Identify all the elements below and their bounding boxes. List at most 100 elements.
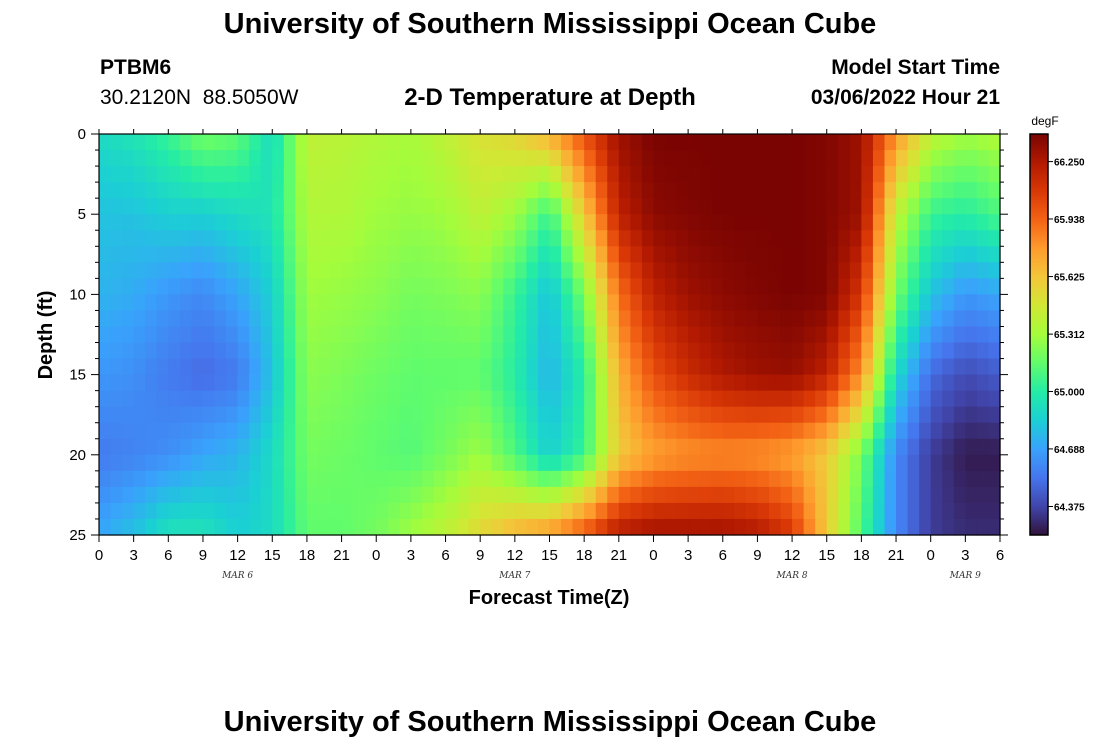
heatmap-cell bbox=[861, 278, 874, 295]
heatmap-cell bbox=[861, 134, 874, 151]
heatmap-cell bbox=[503, 150, 516, 167]
heatmap-cell bbox=[965, 278, 978, 295]
heatmap-cell bbox=[537, 326, 551, 344]
heatmap-cell bbox=[272, 278, 285, 295]
heatmap-cell bbox=[884, 422, 897, 440]
heatmap-cell bbox=[283, 438, 296, 456]
heatmap-cell bbox=[942, 486, 955, 504]
heatmap-cell bbox=[306, 214, 320, 231]
heatmap-cell bbox=[168, 342, 181, 360]
heatmap-cell bbox=[399, 262, 412, 279]
heatmap-cell bbox=[410, 134, 424, 151]
heatmap-cell bbox=[653, 182, 666, 199]
heatmap-cell bbox=[699, 326, 712, 344]
heatmap-cell bbox=[838, 182, 851, 199]
heatmap-cell bbox=[537, 294, 551, 312]
heatmap-cell bbox=[988, 390, 1001, 408]
heatmap-cell bbox=[745, 390, 759, 408]
heatmap-cell bbox=[699, 342, 712, 360]
heatmap-cell bbox=[803, 134, 816, 151]
heatmap-cell bbox=[919, 230, 932, 247]
heatmap-cell bbox=[815, 214, 828, 231]
heatmap-cell bbox=[826, 198, 839, 215]
heatmap-cell bbox=[584, 294, 597, 312]
heatmap-cell bbox=[757, 294, 770, 312]
heatmap-cell bbox=[260, 278, 273, 295]
heatmap-cell bbox=[272, 166, 285, 183]
heatmap-cell bbox=[202, 166, 216, 183]
y-tick-label: 10 bbox=[69, 286, 86, 303]
heatmap-cell bbox=[191, 470, 204, 488]
heatmap-cell bbox=[526, 342, 539, 360]
heatmap-cell bbox=[468, 486, 481, 504]
heatmap-cell bbox=[480, 166, 493, 183]
heatmap-cell bbox=[110, 390, 123, 408]
heatmap-cell bbox=[618, 182, 631, 199]
heatmap-cell bbox=[99, 150, 112, 167]
heatmap-cell bbox=[965, 262, 978, 279]
heatmap-cell bbox=[768, 454, 782, 472]
heatmap-cell bbox=[607, 342, 620, 360]
heatmap-cell bbox=[306, 454, 320, 472]
heatmap-cell bbox=[364, 262, 377, 279]
heatmap-cell bbox=[480, 198, 493, 215]
heatmap-cell bbox=[988, 278, 1001, 295]
heatmap-cell bbox=[584, 438, 597, 456]
heatmap-cell bbox=[930, 390, 943, 408]
heatmap-cell bbox=[202, 294, 216, 312]
heatmap-cell bbox=[537, 470, 551, 488]
heatmap-cell bbox=[387, 214, 400, 231]
heatmap-cell bbox=[514, 438, 527, 456]
heatmap-cell bbox=[110, 294, 123, 312]
heatmap-cell bbox=[665, 358, 678, 376]
station-id: PTBM6 bbox=[100, 56, 172, 79]
heatmap-cell bbox=[341, 390, 354, 408]
heatmap-cell bbox=[156, 166, 169, 183]
heatmap-cell bbox=[722, 518, 735, 536]
heatmap-cell bbox=[884, 262, 897, 279]
heatmap-cell bbox=[249, 422, 262, 440]
heatmap-cell bbox=[803, 342, 816, 360]
heatmap-cell bbox=[676, 342, 689, 360]
heatmap-cell bbox=[988, 342, 1001, 360]
heatmap-cell bbox=[110, 230, 123, 247]
heatmap-cell bbox=[653, 342, 666, 360]
heatmap-cell bbox=[826, 182, 839, 199]
heatmap-cell bbox=[699, 390, 712, 408]
heatmap-cell bbox=[445, 358, 458, 376]
heatmap-cell bbox=[665, 182, 678, 199]
heatmap-cell bbox=[468, 518, 481, 536]
heatmap-cell bbox=[410, 486, 424, 504]
heatmap-cell bbox=[607, 502, 620, 520]
heatmap-cell bbox=[491, 342, 504, 360]
heatmap-cell bbox=[919, 438, 932, 456]
heatmap-cell bbox=[884, 166, 897, 183]
heatmap-cell bbox=[722, 502, 735, 520]
heatmap-cell bbox=[930, 310, 943, 328]
heatmap-cell bbox=[572, 518, 585, 536]
heatmap-cell bbox=[572, 230, 585, 247]
heatmap-cell bbox=[872, 310, 886, 328]
heatmap-cell bbox=[214, 454, 227, 472]
heatmap-cell bbox=[942, 294, 955, 312]
heatmap-cell bbox=[376, 438, 389, 456]
heatmap-cell bbox=[110, 470, 123, 488]
heatmap-cell bbox=[826, 358, 839, 376]
heatmap-cell bbox=[202, 486, 216, 504]
heatmap-cell bbox=[272, 182, 285, 199]
heatmap-cell bbox=[872, 342, 886, 360]
heatmap-cell bbox=[595, 374, 608, 392]
heatmap-cell bbox=[676, 230, 689, 247]
heatmap-cell bbox=[572, 198, 585, 215]
heatmap-cell bbox=[283, 278, 296, 295]
heatmap-cell bbox=[491, 406, 504, 424]
heatmap-cell bbox=[549, 502, 562, 520]
heatmap-cell bbox=[445, 166, 458, 183]
heatmap-cell bbox=[468, 326, 481, 344]
heatmap-cell bbox=[156, 518, 169, 536]
heatmap-cell bbox=[976, 470, 990, 488]
heatmap-cell bbox=[572, 454, 585, 472]
heatmap-cell bbox=[179, 294, 193, 312]
heatmap-cell bbox=[526, 278, 539, 295]
heatmap-cell bbox=[688, 406, 701, 424]
